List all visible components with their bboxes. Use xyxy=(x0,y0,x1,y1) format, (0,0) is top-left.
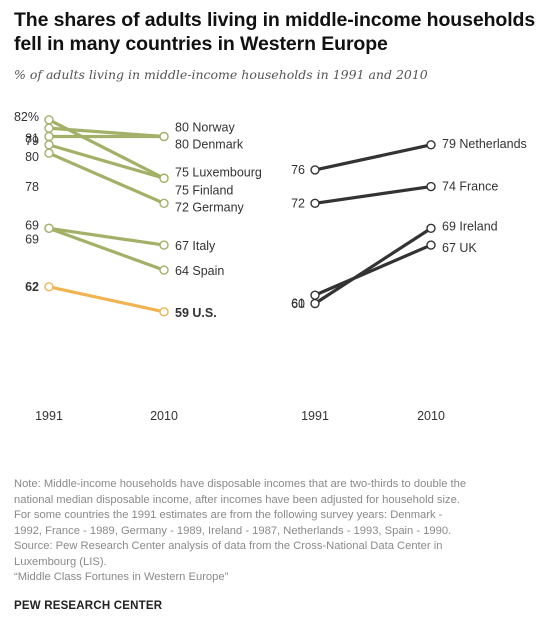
slope-chart: 82% 80 Norway 81 80 Denmark 80 75 Luxembourg 7… xyxy=(14,110,527,423)
source-org: PEW RESEARCH CENTER xyxy=(14,600,163,612)
series-line-italy xyxy=(47,226,166,247)
start-label-ireland: 61 xyxy=(291,297,305,311)
dots-layer xyxy=(44,115,436,317)
point-2010-netherlands xyxy=(426,140,436,150)
start-label-norway: 82% xyxy=(14,110,39,124)
start-label-uk: 60 xyxy=(291,297,305,311)
series-line-luxembourg xyxy=(47,143,166,180)
start-label-finland: 79 xyxy=(25,134,39,148)
note-line: 1992, France - 1989, Germany - 1989, Ire… xyxy=(14,524,452,537)
series-line-france xyxy=(313,185,433,205)
note-line: Note: Middle-income households have disp… xyxy=(14,478,467,490)
point-1991-finland xyxy=(44,115,54,125)
chart-note: Note: Middle-income households have disp… xyxy=(14,477,544,586)
point-2010-spain xyxy=(159,265,169,275)
start-label-denmark: 81 xyxy=(25,132,39,146)
point-1991-denmark xyxy=(44,131,54,142)
end-label-spain: 64 Spain xyxy=(175,264,224,278)
source-line: Luxembourg (LIS). xyxy=(14,555,107,568)
x-tick-1991: 1991 xyxy=(35,409,63,423)
chart-subtitle: % of adults living in middle-income hous… xyxy=(14,67,428,82)
lines-layer xyxy=(47,118,433,314)
end-label-netherlands: 79 Netherlands xyxy=(442,137,527,151)
point-1991-netherlands xyxy=(310,165,320,175)
point-1991-germany xyxy=(44,148,54,158)
point-2010-germany xyxy=(159,198,169,209)
point-2010-u-s xyxy=(159,307,169,317)
x-tick-2010: 2010 xyxy=(417,409,445,423)
start-label-spain: 69 xyxy=(25,232,39,246)
note-line: For some countries the 1991 estimates ar… xyxy=(14,509,443,521)
point-2010-denmark xyxy=(159,131,169,142)
x-axis: 1991 2010 1991 2010 xyxy=(35,409,445,423)
series-line-germany xyxy=(47,151,166,205)
start-label-u-s: 62 xyxy=(25,280,39,294)
report-title-line: “Middle Class Fortunes in Western Europe… xyxy=(14,571,229,583)
end-label-finland: 75 Finland xyxy=(175,183,233,197)
end-label-luxembourg: 75 Luxembourg xyxy=(175,165,262,179)
end-label-norway: 80 Norway xyxy=(175,121,235,135)
series-line-spain xyxy=(47,226,166,272)
x-tick-2010: 2010 xyxy=(150,409,178,423)
series-line-finland xyxy=(47,118,166,180)
end-label-u-s: 59 U.S. xyxy=(175,306,217,320)
end-label-denmark: 80 Denmark xyxy=(175,138,244,152)
end-label-italy: 67 Italy xyxy=(175,239,216,253)
start-label-italy: 69 xyxy=(25,218,39,232)
start-label-france: 72 xyxy=(291,196,305,210)
start-label-germany: 78 xyxy=(25,180,39,194)
point-1991-ireland xyxy=(310,298,320,309)
point-1991-u-s xyxy=(44,282,54,292)
x-tick-1991: 1991 xyxy=(301,409,329,423)
point-2010-finland xyxy=(159,173,169,183)
point-2010-italy xyxy=(159,240,169,250)
source-line: Source: Pew Research Center analysis of … xyxy=(14,540,443,552)
series-line-ireland xyxy=(313,226,433,306)
point-1991-france xyxy=(310,198,320,209)
series-line-u-s xyxy=(47,285,166,314)
point-1991-norway xyxy=(44,123,54,133)
point-1991-spain xyxy=(44,223,54,234)
point-2010-uk xyxy=(426,240,436,250)
chart-title: The shares of adults living in middle-in… xyxy=(14,9,536,55)
series-line-uk xyxy=(313,243,433,297)
start-label-luxembourg: 80 xyxy=(25,150,39,164)
start-label-netherlands: 76 xyxy=(291,163,305,177)
end-label-ireland: 69 Ireland xyxy=(442,219,498,233)
point-2010-ireland xyxy=(426,223,436,234)
end-label-france: 74 France xyxy=(442,180,498,194)
note-line: national median disposable income, after… xyxy=(14,493,460,506)
end-label-germany: 72 Germany xyxy=(175,200,245,214)
point-1991-uk xyxy=(310,290,320,300)
labels-layer: 82% 80 Norway 81 80 Denmark 80 75 Luxembourg 7… xyxy=(14,110,527,320)
point-2010-france xyxy=(426,181,436,192)
end-label-uk: 67 UK xyxy=(442,241,477,255)
point-1991-luxembourg xyxy=(44,140,54,150)
series-line-netherlands xyxy=(313,143,433,172)
